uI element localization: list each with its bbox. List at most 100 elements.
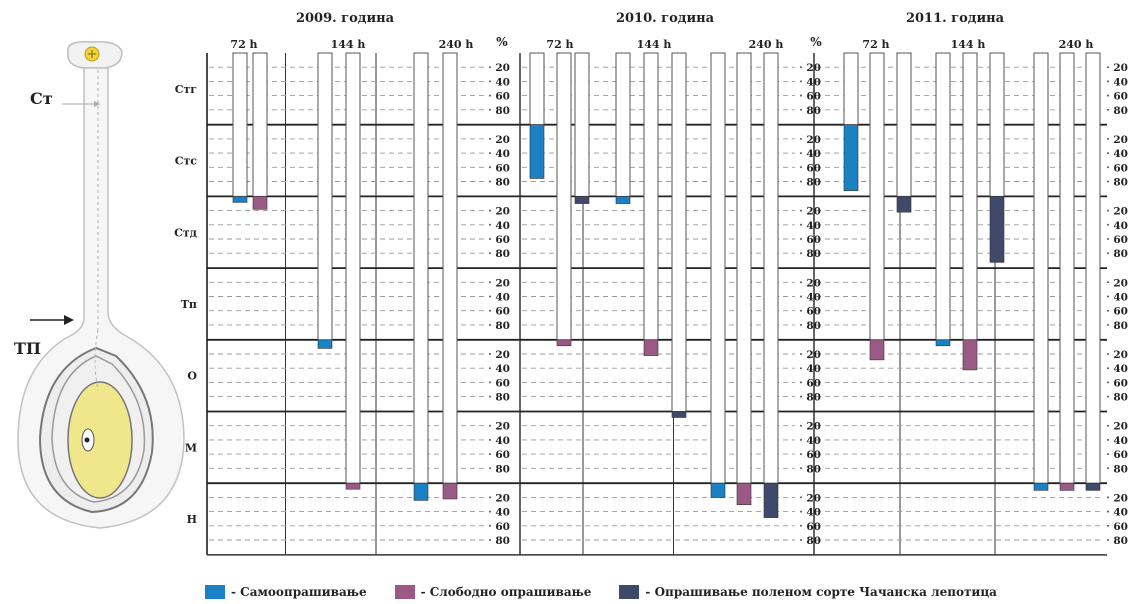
tick-label: 20 [1113, 206, 1128, 218]
tick-dot [1107, 438, 1109, 441]
row-label: Н [187, 513, 197, 526]
tick-dot [1107, 166, 1109, 169]
time-label: 72 h [546, 38, 573, 51]
tick-dot [800, 496, 802, 499]
series-bar-1 [935, 339, 951, 347]
series-bar-1 [710, 482, 726, 498]
tick-dot [489, 108, 491, 111]
tick-label: 60 [1113, 234, 1128, 246]
tick-dot [489, 295, 491, 298]
tick-dot [489, 539, 491, 541]
tick-dot [489, 395, 491, 398]
tick-dot [800, 467, 802, 470]
tick-dot [800, 80, 802, 83]
tick-dot [800, 180, 802, 183]
series-bar-3 [989, 196, 1005, 263]
chart-figure: Ст ТП 2009. година 72 h 144 h 240 h % 20 40 60 8… [14, 11, 1128, 556]
column-bar [710, 52, 726, 484]
row-label: М [185, 441, 197, 454]
tick-dot [489, 496, 491, 499]
tick-label: 60 [806, 91, 821, 103]
tick-label: 20 [806, 349, 821, 361]
series-bar-1 [1033, 482, 1049, 491]
tick-dot [489, 438, 491, 441]
tick-dot [489, 453, 491, 456]
legend-item: - Слободно опрашивање [394, 585, 591, 599]
tick-label: 20 [495, 421, 510, 433]
tick-label: 80 [1113, 463, 1128, 475]
tick-label: 80 [806, 320, 821, 332]
tick-label: 20 [495, 206, 510, 218]
time-label: 72 h [230, 38, 257, 51]
column-bar [962, 52, 978, 341]
tick-label: 40 [806, 148, 821, 160]
tick-label: 60 [806, 521, 821, 533]
tick-label: 40 [806, 76, 821, 88]
row-label: Стг [175, 83, 198, 96]
tick-label: 80 [1113, 320, 1128, 332]
series-bar-2 [962, 339, 978, 371]
tick-label: 60 [806, 234, 821, 246]
year-title: 2010. година [616, 11, 715, 26]
tick-label: 40 [1113, 435, 1128, 447]
legend-item: - Опрашивање поленом сорте Чачанска лепо… [619, 585, 997, 599]
tick-label: 40 [495, 148, 510, 160]
column-bar [556, 52, 572, 341]
tick-label: 40 [806, 363, 821, 375]
column-bar [869, 52, 885, 341]
tick-dot [1107, 137, 1109, 140]
series-bar-1 [232, 196, 248, 203]
tick-dot [800, 367, 802, 370]
tick-label: 60 [1113, 521, 1128, 533]
column-bar [896, 52, 912, 197]
legend-swatch [394, 585, 415, 599]
tick-label: 80 [1113, 248, 1128, 260]
column-bar [615, 52, 631, 197]
tick-dot [800, 438, 802, 441]
tick-dot [1107, 467, 1109, 470]
tick-dot [800, 453, 802, 456]
tick-dot [489, 252, 491, 255]
tick-dot [489, 424, 491, 427]
chart-legend: - Самоопрашивање - Слободно опрашивање - О… [205, 582, 1025, 602]
tick-dot [1107, 94, 1109, 97]
tick-label: 20 [806, 206, 821, 218]
tick-dot [489, 209, 491, 212]
time-label: 144 h [331, 38, 366, 51]
tick-dot [1107, 323, 1109, 326]
tick-label: 80 [495, 320, 510, 332]
tick-dot [1107, 395, 1109, 398]
tick-dot [1107, 152, 1109, 155]
tick-label: 60 [495, 91, 510, 103]
label-tp: ТП [14, 339, 41, 358]
tick-label: 20 [806, 277, 821, 289]
tick-dot [489, 166, 491, 169]
tick-label: 20 [1113, 421, 1128, 433]
tick-label: 80 [806, 105, 821, 117]
tick-label: 60 [806, 162, 821, 174]
legend-swatch [619, 585, 640, 599]
tick-label: 60 [1113, 91, 1128, 103]
tick-label: 20 [495, 277, 510, 289]
row-label: Стд [174, 226, 197, 239]
tick-label: 60 [806, 377, 821, 389]
tick-label: 20 [1113, 62, 1128, 74]
tick-dot [800, 510, 802, 513]
tick-dot [1107, 424, 1109, 427]
tick-dot [1107, 209, 1109, 212]
column-bar [252, 52, 268, 197]
tick-dot [489, 524, 491, 527]
tick-dot [1107, 510, 1109, 513]
tick-label: 40 [495, 435, 510, 447]
tick-label: 40 [806, 507, 821, 519]
tick-label: 80 [495, 248, 510, 260]
tick-label: 20 [1113, 349, 1128, 361]
tick-dot [489, 137, 491, 140]
tick-label: 60 [1113, 449, 1128, 461]
tick-dot [1107, 353, 1109, 355]
tick-label: 40 [1113, 220, 1128, 232]
column-bar [763, 52, 779, 484]
tick-label: 40 [1113, 76, 1128, 88]
tick-dot [1107, 539, 1109, 541]
tick-dot [800, 281, 802, 284]
